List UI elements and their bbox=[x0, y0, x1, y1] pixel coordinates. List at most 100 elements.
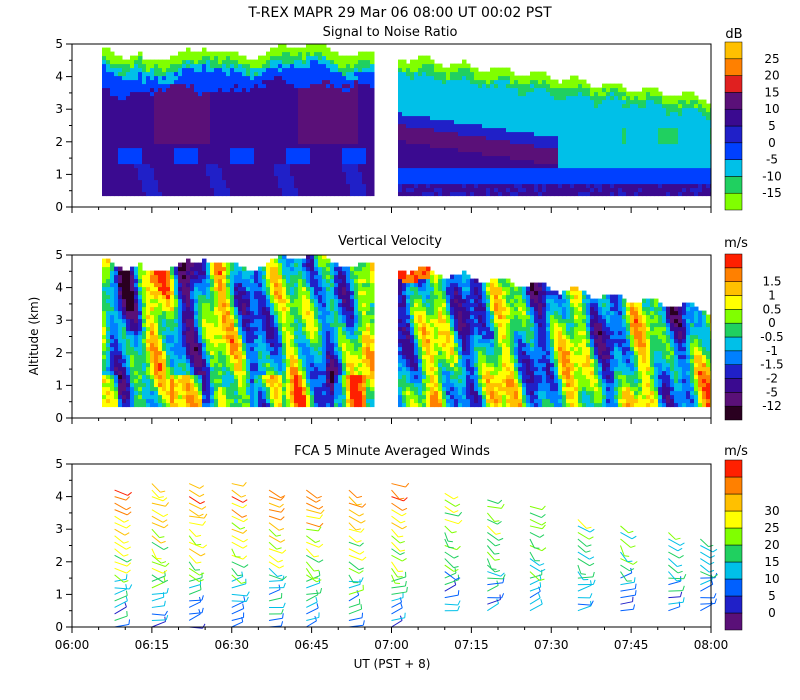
snr-cell bbox=[658, 127, 663, 133]
snr-cell bbox=[282, 147, 287, 153]
snr-cell bbox=[138, 115, 143, 121]
snr-cell bbox=[346, 127, 351, 133]
snr-cell bbox=[278, 59, 283, 65]
snr-cell bbox=[598, 171, 603, 177]
velocity-cell bbox=[102, 362, 107, 368]
snr-cell bbox=[346, 83, 351, 89]
snr-cell bbox=[110, 143, 115, 149]
snr-cell bbox=[662, 115, 667, 121]
snr-cell bbox=[118, 107, 123, 113]
snr-cell bbox=[498, 83, 503, 89]
snr-cell bbox=[234, 143, 239, 149]
snr-cell bbox=[550, 115, 555, 121]
snr-cell bbox=[506, 147, 511, 153]
snr-cell bbox=[350, 135, 355, 141]
snr-cell bbox=[126, 159, 131, 165]
snr-cell bbox=[586, 147, 591, 153]
snr-cell bbox=[314, 99, 319, 105]
snr-cell bbox=[170, 147, 175, 153]
snr-cell bbox=[186, 107, 191, 113]
snr-cell bbox=[562, 91, 567, 97]
velocity-cell bbox=[102, 322, 107, 328]
snr-cell bbox=[686, 111, 691, 117]
snr-cell bbox=[438, 87, 443, 93]
snr-cell bbox=[126, 187, 131, 193]
snr-cell bbox=[566, 147, 571, 153]
snr-cell bbox=[446, 179, 451, 185]
snr-cell bbox=[122, 75, 127, 81]
snr-cell bbox=[178, 95, 183, 101]
snr-cell bbox=[282, 107, 287, 113]
snr-cell bbox=[254, 119, 259, 125]
snr-cell bbox=[474, 75, 479, 81]
snr-cell bbox=[326, 99, 331, 105]
snr-cell bbox=[410, 143, 415, 149]
snr-cell bbox=[366, 159, 371, 165]
snr-cell bbox=[470, 123, 475, 129]
snr-cell bbox=[446, 103, 451, 109]
snr-cell bbox=[454, 159, 459, 165]
snr-cell bbox=[690, 135, 695, 141]
snr-cell bbox=[538, 183, 543, 189]
snr-cell bbox=[498, 155, 503, 161]
snr-cell bbox=[290, 183, 295, 189]
snr-cell bbox=[218, 179, 223, 185]
snr-cell bbox=[494, 99, 499, 105]
snr-cell bbox=[230, 151, 235, 157]
snr-cell bbox=[578, 131, 583, 137]
snr-colorbar-label: -5 bbox=[766, 153, 778, 167]
snr-cell bbox=[590, 95, 595, 101]
snr-cell bbox=[506, 151, 511, 157]
velocity-cell bbox=[110, 330, 115, 336]
snr-cell bbox=[242, 171, 247, 177]
snr-cell bbox=[638, 139, 643, 145]
snr-cell bbox=[198, 171, 203, 177]
snr-cell bbox=[410, 167, 415, 173]
snr-cell bbox=[530, 187, 535, 193]
snr-cell bbox=[554, 191, 559, 197]
snr-cell bbox=[298, 59, 303, 65]
snr-cell bbox=[618, 103, 623, 109]
snr-cell bbox=[206, 99, 211, 105]
snr-cell bbox=[642, 103, 647, 109]
snr-cell bbox=[474, 143, 479, 149]
snr-cell bbox=[170, 71, 175, 77]
snr-cell bbox=[546, 187, 551, 193]
snr-cell bbox=[646, 147, 651, 153]
snr-cell bbox=[146, 111, 151, 117]
snr-cell bbox=[174, 147, 179, 153]
snr-cell bbox=[302, 55, 307, 61]
snr-cell bbox=[282, 179, 287, 185]
snr-cell bbox=[646, 91, 651, 97]
snr-cell bbox=[350, 55, 355, 61]
snr-cell bbox=[238, 135, 243, 141]
snr-cell bbox=[262, 63, 267, 69]
snr-cell bbox=[226, 103, 231, 109]
snr-cell bbox=[482, 79, 487, 85]
snr-cell bbox=[162, 71, 167, 77]
snr-cell bbox=[110, 191, 115, 197]
snr-cell bbox=[430, 131, 435, 137]
snr-cell bbox=[526, 171, 531, 177]
snr-cell bbox=[102, 171, 107, 177]
snr-cell bbox=[134, 107, 139, 113]
snr-cell bbox=[550, 167, 555, 173]
snr-cell bbox=[658, 159, 663, 165]
snr-cell bbox=[698, 103, 703, 109]
snr-cell bbox=[670, 107, 675, 113]
snr-cell bbox=[414, 139, 419, 145]
snr-cell bbox=[366, 55, 371, 61]
snr-cell bbox=[258, 83, 263, 89]
snr-cell bbox=[574, 167, 579, 173]
snr-cell bbox=[290, 163, 295, 169]
snr-cell bbox=[482, 183, 487, 189]
snr-cell bbox=[206, 159, 211, 165]
snr-cell bbox=[266, 123, 271, 129]
snr-cell bbox=[582, 155, 587, 161]
snr-cell bbox=[582, 123, 587, 129]
snr-colorbar-label: 25 bbox=[764, 52, 779, 66]
snr-cell bbox=[514, 163, 519, 169]
snr-cell bbox=[310, 151, 315, 157]
snr-cell bbox=[362, 107, 367, 113]
snr-cell bbox=[446, 75, 451, 81]
